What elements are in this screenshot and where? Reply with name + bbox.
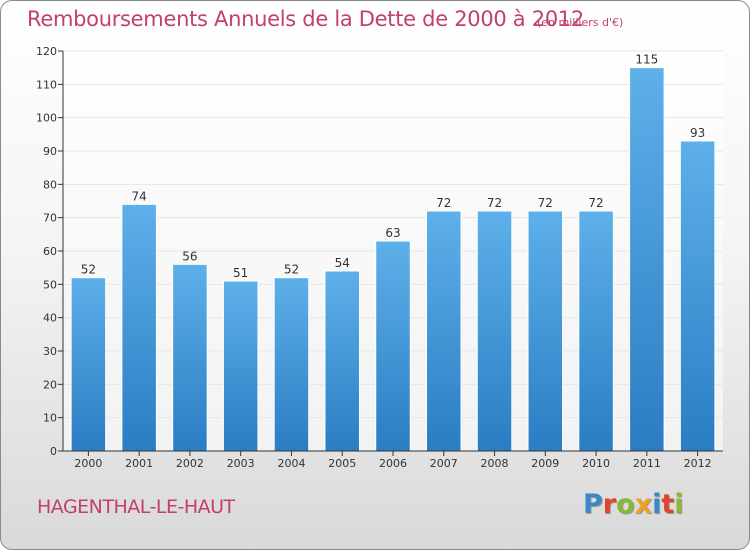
logo-letter: P [583,489,603,520]
y-tick-label: 120 [36,45,57,58]
logo-letter: x [634,489,653,520]
bar [222,280,259,452]
y-tick-label: 0 [50,445,57,458]
data-label: 93 [690,126,705,140]
logo-letter: r [602,489,617,520]
bar [70,277,107,452]
x-tick-label: 2011 [633,457,661,470]
data-label: 56 [182,249,197,263]
data-label: 72 [436,196,451,210]
y-tick-label: 100 [36,112,57,125]
data-label: 52 [284,263,299,277]
y-tick-label: 20 [43,378,57,391]
data-label: 54 [335,256,350,270]
x-tick-label: 2005 [328,457,356,470]
data-label: 74 [132,189,147,203]
bar [578,210,614,452]
bar [324,270,360,452]
bar [426,210,462,452]
labels: 0 10 20 30 40 50 60 70 80 90 100 110 120 52 2000 74 2001… [36,45,712,470]
x-tick-label: 2007 [430,457,458,470]
data-label: 72 [588,196,603,210]
x-tick-label: 2010 [582,457,610,470]
logo-letter: i [652,489,662,520]
y-tick-label: 10 [43,412,57,425]
data-label: 51 [233,266,248,280]
proxiti-logo: Proxiti [583,489,684,520]
y-tick-label: 110 [36,78,57,91]
x-tick-label: 2012 [684,457,712,470]
y-tick-label: 50 [43,278,57,291]
chart-title: Remboursements Annuels de la Dette de 20… [27,7,584,31]
bar [679,140,716,452]
x-tick-label: 2009 [531,457,559,470]
bar [527,210,564,452]
y-tick-label: 60 [43,245,57,258]
data-label: 52 [81,263,96,277]
x-tick-label: 2000 [74,457,102,470]
x-tick-label: 2008 [481,457,509,470]
axes [58,50,723,456]
data-label: 72 [487,196,502,210]
x-tick-label: 2002 [176,457,204,470]
data-label: 63 [385,226,400,240]
bar [273,277,310,452]
bar [121,203,157,452]
bar [629,67,665,452]
x-tick-label: 2001 [125,457,153,470]
x-tick-label: 2004 [277,457,305,470]
y-tick-label: 40 [43,312,57,325]
chart-unit-label: (en milliers d'€) [537,16,624,29]
x-tick-label: 2006 [379,457,407,470]
logo-letter: i [674,489,684,520]
y-tick-label: 70 [43,212,57,225]
data-label: 72 [538,196,553,210]
bar [172,263,208,452]
commune-name: HAGENTHAL-LE-HAUT [37,496,235,518]
y-tick-label: 30 [43,345,57,358]
bar [375,240,411,452]
bars [70,67,716,452]
x-tick-label: 2003 [227,457,255,470]
logo-letter: t [661,489,675,520]
y-tick-label: 80 [43,178,57,191]
data-label: 115 [635,53,658,67]
y-tick-label: 90 [43,145,57,158]
bar [476,210,513,452]
logo-letter: o [616,489,635,520]
